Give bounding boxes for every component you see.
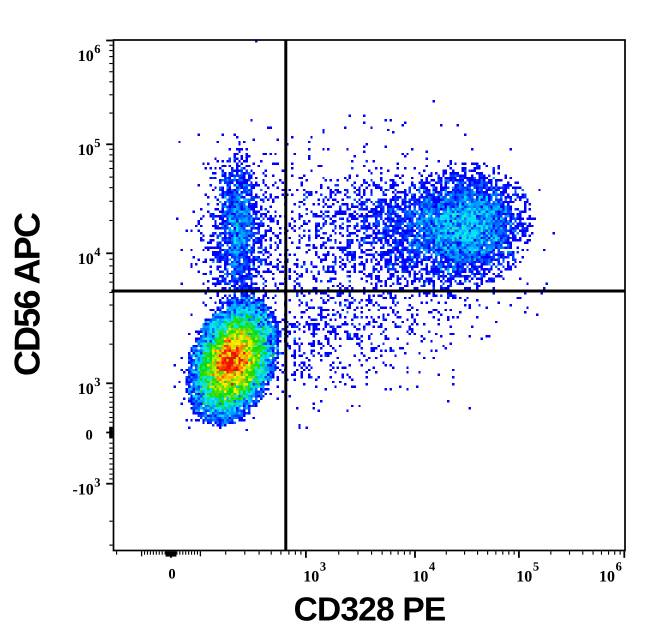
svg-text:6: 6 — [94, 42, 100, 56]
svg-text:5: 5 — [94, 136, 100, 150]
svg-text:10: 10 — [78, 251, 94, 268]
svg-text:3: 3 — [94, 475, 100, 489]
svg-text:10: 10 — [412, 569, 428, 586]
svg-text:10: 10 — [599, 569, 615, 586]
svg-text:-10: -10 — [72, 482, 93, 499]
svg-text:3: 3 — [94, 375, 100, 389]
svg-text:CD328 PE: CD328 PE — [294, 592, 446, 629]
svg-text:10: 10 — [78, 48, 94, 65]
svg-text:0: 0 — [168, 567, 175, 583]
svg-text:4: 4 — [94, 245, 101, 259]
svg-text:10: 10 — [303, 569, 319, 586]
svg-text:0: 0 — [86, 427, 93, 443]
svg-text:5: 5 — [533, 560, 539, 574]
svg-text:10: 10 — [516, 569, 532, 586]
svg-text:10: 10 — [78, 142, 94, 159]
svg-text:4: 4 — [429, 560, 436, 574]
svg-text:10: 10 — [78, 381, 94, 398]
svg-text:3: 3 — [320, 560, 326, 574]
svg-text:CD56 APC: CD56 APC — [7, 212, 48, 376]
svg-text:6: 6 — [616, 560, 622, 574]
